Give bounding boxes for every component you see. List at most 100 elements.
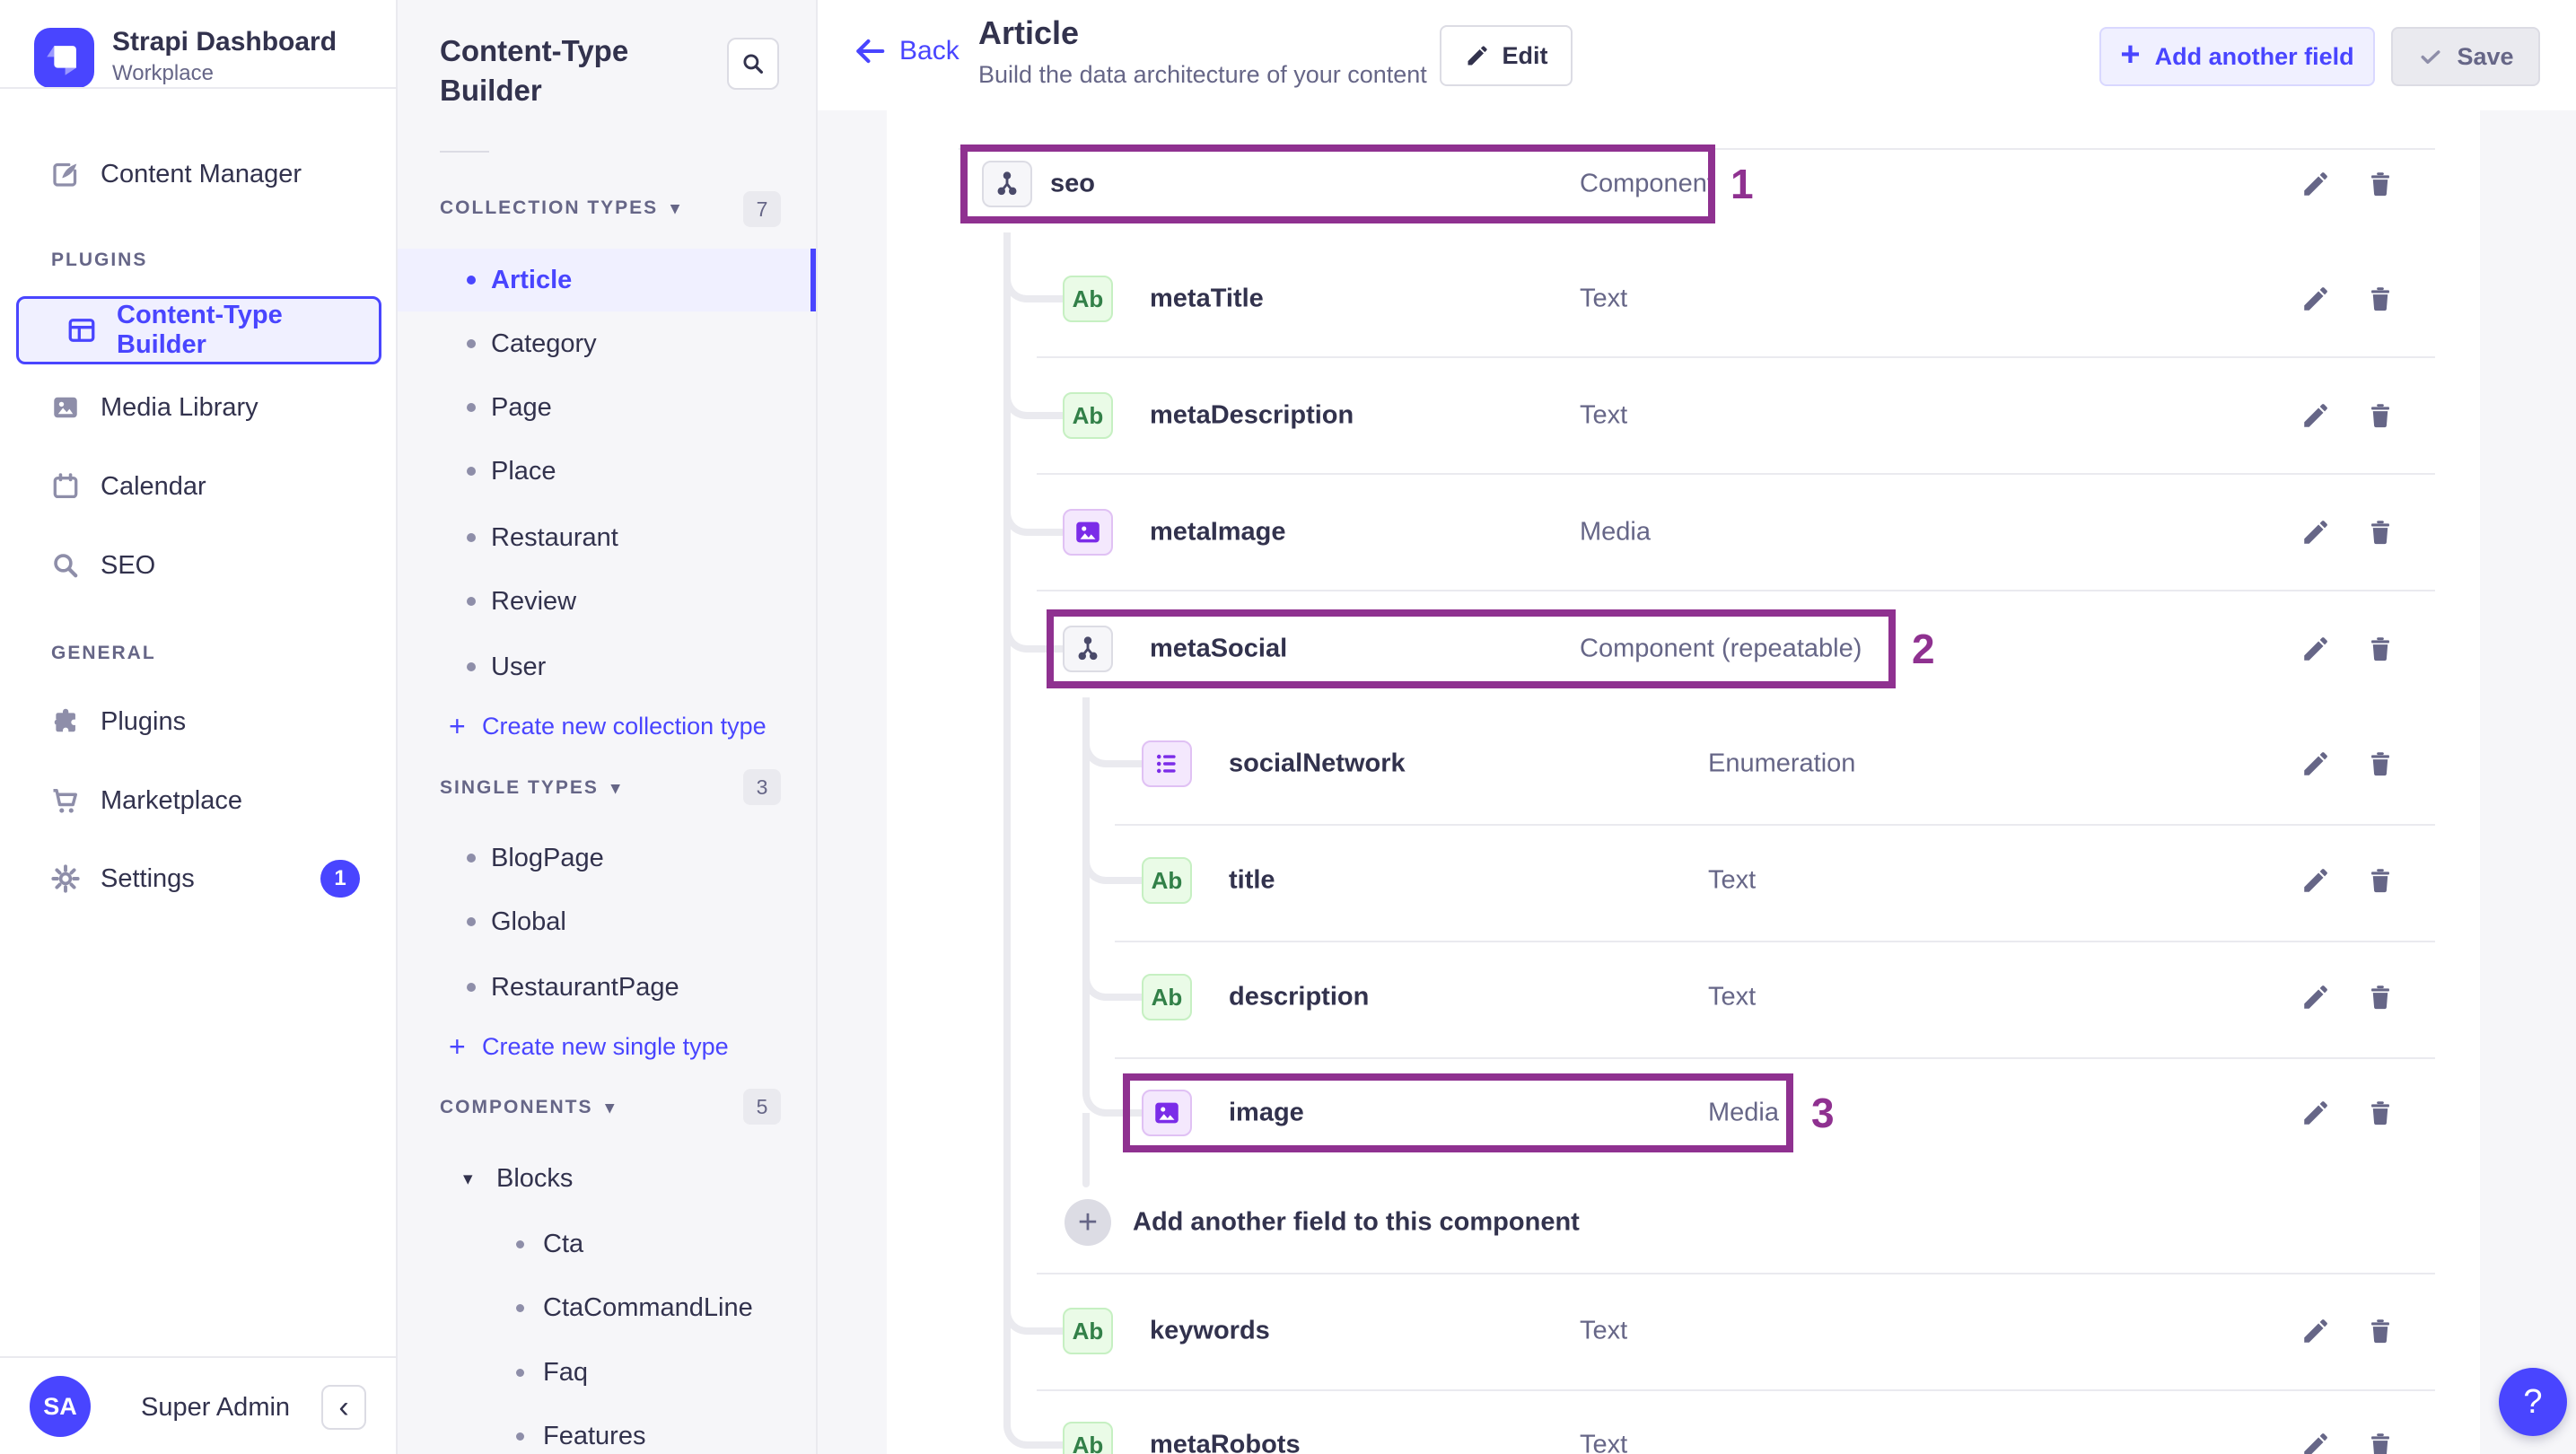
- edit-field-button[interactable]: [2296, 1425, 2335, 1454]
- back-arrow-icon: [856, 39, 885, 64]
- sidebar-item-marketplace[interactable]: Marketplace: [0, 766, 398, 836]
- save-button[interactable]: Save: [2391, 27, 2540, 86]
- sidebar-item-content-manager[interactable]: Content Manager: [0, 139, 398, 209]
- marketplace-label: Marketplace: [101, 785, 242, 815]
- sidebar-item-calendar[interactable]: Calendar: [0, 451, 398, 521]
- row-separator: [1037, 590, 2435, 591]
- edit-field-button[interactable]: [2296, 1311, 2335, 1351]
- annotation-frame-2: [1047, 609, 1896, 688]
- plus-icon: +: [449, 709, 466, 742]
- sidebar-item-page[interactable]: Page: [398, 376, 816, 439]
- sidebar-item-ctacommandline[interactable]: CtaCommandLine: [398, 1276, 816, 1339]
- add-another-field-button[interactable]: + Add another field: [2099, 27, 2375, 86]
- divider: [0, 87, 398, 89]
- item-label: Category: [491, 328, 597, 358]
- sidebar-item-content-type-builder[interactable]: Content-Type Builder: [16, 296, 381, 364]
- edit-button[interactable]: Edit: [1440, 25, 1573, 86]
- components-header[interactable]: COMPONENTS ▾: [440, 1097, 616, 1118]
- sidebar-item-seo[interactable]: SEO: [0, 530, 398, 600]
- sidebar-item-restaurantpage[interactable]: RestaurantPage: [398, 956, 816, 1019]
- sidebar-item-global[interactable]: Global: [398, 890, 816, 953]
- delete-field-button[interactable]: [2361, 861, 2400, 900]
- annotation-frame-1: [960, 145, 1715, 223]
- plus-circle-icon[interactable]: +: [1065, 1199, 1111, 1246]
- help-button[interactable]: ?: [2499, 1368, 2567, 1436]
- calendar-label: Calendar: [101, 471, 206, 501]
- fields-list-card: seo Component Ab metaTitle Text Ab metaDescrip…: [887, 110, 2480, 1454]
- bullet-icon: [467, 276, 476, 285]
- delete-field-button[interactable]: [2361, 1311, 2400, 1351]
- edit-field-button[interactable]: [2296, 396, 2335, 435]
- sidebar-item-features[interactable]: Features: [398, 1405, 816, 1454]
- edit-field-button[interactable]: [2296, 164, 2335, 204]
- content-type-builder-label: Content-Type Builder: [117, 301, 283, 359]
- sidebar-item-plugins[interactable]: Plugins: [0, 687, 398, 757]
- media-field-icon: [1142, 1090, 1192, 1136]
- create-single-type-label: Create new single type: [482, 1032, 729, 1060]
- edit-field-button[interactable]: [2296, 977, 2335, 1017]
- row-separator: [1037, 473, 2435, 475]
- back-link[interactable]: Back: [853, 34, 959, 68]
- text-field-icon: Ab: [1142, 857, 1192, 904]
- create-single-type-link[interactable]: + Create new single type: [398, 1020, 816, 1073]
- sidebar-item-place[interactable]: Place: [398, 440, 816, 503]
- chevron-down-icon: ▾: [463, 1168, 473, 1189]
- gear-icon: [49, 863, 82, 895]
- bullet-icon: [467, 917, 476, 926]
- edit-field-button[interactable]: [2296, 629, 2335, 669]
- edit-field-button[interactable]: [2296, 744, 2335, 784]
- edit-field-button[interactable]: [2296, 861, 2335, 900]
- bullet-icon: [516, 1239, 524, 1248]
- strapi-logo[interactable]: [34, 28, 94, 88]
- content-type-builder-icon: [66, 314, 98, 346]
- delete-field-button[interactable]: [2361, 744, 2400, 784]
- sidebar-item-settings[interactable]: Settings 1: [0, 844, 398, 914]
- component-group-blocks[interactable]: ▾ Blocks: [398, 1147, 816, 1210]
- edit-field-button[interactable]: [2296, 279, 2335, 319]
- bullet-icon: [467, 662, 476, 671]
- edit-field-button[interactable]: [2296, 512, 2335, 552]
- single-types-header[interactable]: SINGLE TYPES ▾: [440, 777, 621, 799]
- delete-field-button[interactable]: [2361, 977, 2400, 1017]
- delete-field-button[interactable]: [2361, 512, 2400, 552]
- sidebar-item-blogpage[interactable]: BlogPage: [398, 827, 816, 889]
- delete-field-button[interactable]: [2361, 164, 2400, 204]
- field-type: Text: [1708, 865, 1757, 895]
- item-label: Cta: [543, 1229, 584, 1258]
- user-name: Super Admin: [141, 1393, 291, 1422]
- field-type: Component: [1580, 169, 1714, 198]
- edit-field-button[interactable]: [2296, 1093, 2335, 1133]
- sidebar-item-user[interactable]: User: [398, 635, 816, 698]
- check-icon: [2421, 50, 2440, 64]
- avatar[interactable]: SA: [30, 1376, 91, 1437]
- search-button[interactable]: [727, 38, 779, 90]
- create-collection-type-link[interactable]: + Create new collection type: [398, 699, 816, 753]
- item-label: User: [491, 652, 547, 681]
- sidebar-item-article[interactable]: Article: [398, 249, 816, 311]
- bullet-icon: [467, 467, 476, 476]
- back-label: Back: [899, 36, 959, 66]
- field-name: title: [1229, 865, 1275, 895]
- field-type: Component (repeatable): [1580, 634, 1862, 663]
- collection-types-header[interactable]: COLLECTION TYPES ▾: [440, 197, 681, 219]
- tree-connector: [1082, 1113, 1090, 1187]
- sidebar-item-category[interactable]: Category: [398, 312, 816, 375]
- delete-field-button[interactable]: [2361, 279, 2400, 319]
- collapse-sidebar-button[interactable]: ‹: [321, 1385, 366, 1430]
- sidebar-item-cta[interactable]: Cta: [398, 1213, 816, 1275]
- bullet-icon: [467, 403, 476, 412]
- delete-field-button[interactable]: [2361, 629, 2400, 669]
- delete-field-button[interactable]: [2361, 1093, 2400, 1133]
- media-library-label: Media Library: [101, 392, 258, 422]
- item-label: Restaurant: [491, 522, 618, 552]
- sidebar-item-media-library[interactable]: Media Library: [0, 372, 398, 442]
- workspace-label: Workplace: [112, 61, 214, 85]
- sidebar-item-faq[interactable]: Faq: [398, 1341, 816, 1404]
- delete-field-button[interactable]: [2361, 396, 2400, 435]
- edit-label: Edit: [1502, 41, 1548, 69]
- text-field-icon: Ab: [1063, 276, 1113, 322]
- sidebar-item-restaurant[interactable]: Restaurant: [398, 506, 816, 569]
- delete-field-button[interactable]: [2361, 1425, 2400, 1454]
- sidebar-item-review[interactable]: Review: [398, 570, 816, 633]
